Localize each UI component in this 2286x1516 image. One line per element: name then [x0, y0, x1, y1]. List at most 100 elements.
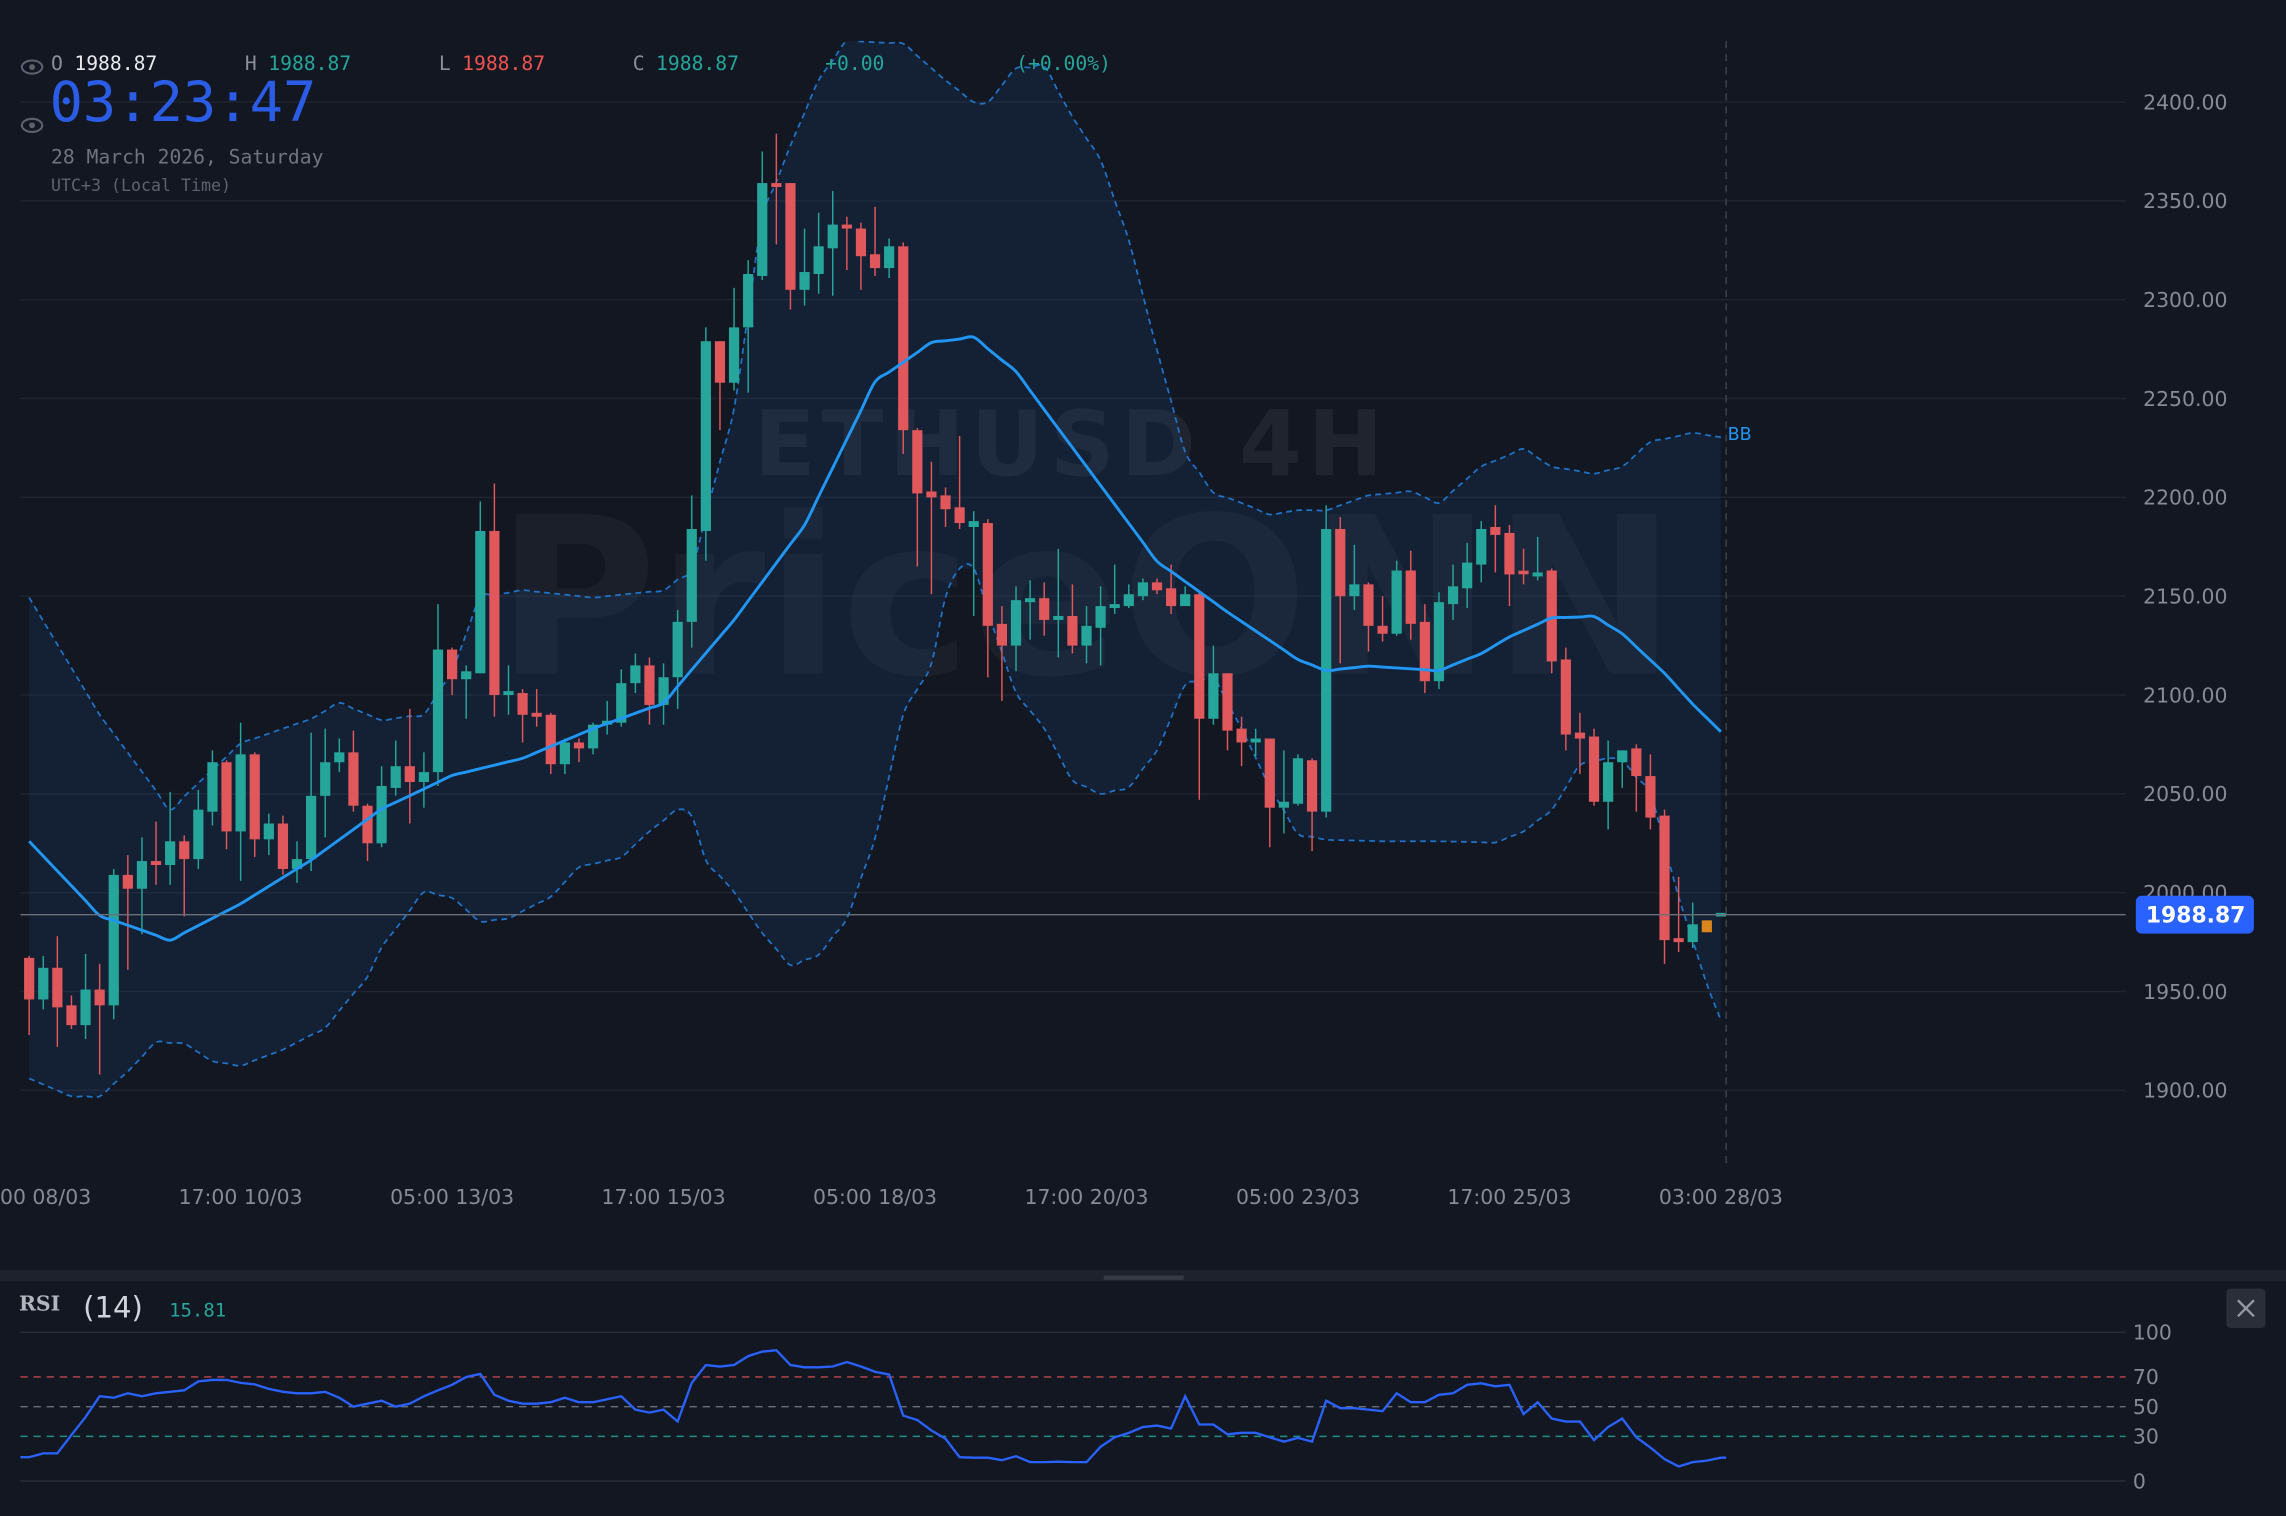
candle	[1264, 738, 1275, 848]
rsi-title: RSI	[19, 1291, 60, 1315]
candle	[52, 936, 63, 1047]
candle-body	[898, 246, 909, 431]
candle	[390, 740, 401, 796]
candle-body	[66, 1005, 77, 1026]
candle	[940, 487, 951, 528]
candle	[461, 665, 472, 719]
candle-body	[1081, 625, 1092, 646]
candle-body	[1377, 625, 1388, 634]
candle	[165, 791, 176, 885]
candle-body	[1180, 594, 1191, 607]
candle	[1518, 548, 1529, 585]
candle-body	[1687, 924, 1698, 943]
rsi-tick-label: 0	[2133, 1469, 2146, 1493]
candle	[799, 228, 810, 306]
price-tick-label: 2250.00	[2143, 387, 2227, 411]
ohlc-legend: O 1988.87 H 1988.87 L 1988.87 C 1988.87 …	[51, 52, 1111, 75]
candle	[1039, 582, 1050, 636]
time-axis[interactable]: 00 08/03 17:00 10/03 05:00 13/03 17:00 15/0…	[0, 1185, 1783, 1209]
candle-body	[1673, 938, 1684, 943]
candle-body	[1603, 762, 1614, 802]
rsi-tick-label: 30	[2133, 1425, 2159, 1449]
candle-body	[559, 742, 570, 765]
candle	[446, 647, 458, 696]
candle	[1603, 740, 1614, 830]
candle-body	[1631, 748, 1642, 777]
candle-body	[884, 246, 895, 269]
candle-body	[1165, 588, 1177, 607]
candle-body	[263, 823, 274, 840]
candle	[362, 803, 373, 862]
candle	[855, 222, 867, 290]
candle	[545, 712, 556, 775]
candle	[1391, 560, 1402, 636]
candle-body	[24, 957, 35, 1000]
rsi-tick-label: 100	[2133, 1321, 2172, 1345]
candle	[1588, 728, 1600, 806]
candle-body	[1363, 584, 1374, 626]
candle-body	[700, 341, 711, 531]
candle-body	[108, 874, 119, 1006]
candle-body	[1560, 659, 1571, 735]
pane-resize-handle[interactable]	[1103, 1275, 1184, 1280]
candle	[728, 287, 740, 391]
candle	[418, 752, 430, 808]
candle-body	[644, 665, 655, 705]
candle	[898, 242, 909, 454]
candle-body	[1419, 621, 1430, 682]
rsi-close-button[interactable]	[2226, 1288, 2266, 1328]
bb-label[interactable]: BB	[1728, 425, 1752, 445]
eye-icon[interactable]	[20, 59, 44, 75]
candle-body	[348, 752, 359, 806]
candle-body	[94, 989, 105, 1006]
rsi-levels	[20, 1331, 2126, 1482]
candle	[1095, 586, 1106, 666]
candle-body	[432, 649, 444, 773]
candle-body	[1109, 604, 1120, 609]
candle	[80, 953, 91, 1039]
candle-body	[926, 491, 937, 498]
candle-body	[1137, 582, 1149, 597]
price-tick-label: 2150.00	[2143, 584, 2227, 608]
candle-body	[982, 523, 993, 626]
eye-icon[interactable]	[20, 117, 44, 133]
candle-body	[1067, 615, 1078, 646]
candle	[1081, 606, 1092, 664]
rsi-tick-label: 70	[2133, 1365, 2159, 1389]
bollinger-upper-band	[28, 40, 1722, 811]
price-tick-label: 2100.00	[2143, 683, 2227, 707]
timezone-label: UTC+3 (Local Time)	[51, 176, 231, 195]
candle-body	[1222, 673, 1233, 731]
candle-body	[179, 841, 190, 860]
candle	[24, 955, 35, 1036]
price-tick-label: 2300.00	[2143, 288, 2227, 312]
current-price-badge-bg	[2135, 895, 2254, 934]
candle-body	[80, 989, 91, 1026]
time-tick-label: 00 08/03	[0, 1185, 91, 1209]
clock: 03:23:47	[50, 71, 317, 135]
candle-body	[277, 823, 289, 869]
candle	[1617, 750, 1628, 788]
candle	[1137, 578, 1149, 601]
candle-body	[306, 795, 317, 860]
pane-separator[interactable]	[0, 1269, 2286, 1282]
candle-body	[249, 754, 260, 840]
candle	[193, 789, 204, 869]
candle-body	[728, 327, 740, 383]
candle	[1462, 542, 1473, 609]
candle-body	[320, 762, 331, 796]
rsi-axis[interactable]: 100 70 50 30 0	[2133, 1321, 2172, 1494]
candle	[559, 738, 570, 775]
time-tick-label: 17:00 10/03	[179, 1185, 303, 1209]
change-percent: (+0.00%)	[1016, 52, 1111, 75]
time-tick-label: 05:00 18/03	[813, 1185, 937, 1209]
candle	[1659, 809, 1670, 964]
candle	[235, 722, 246, 881]
candle	[912, 428, 923, 567]
candle	[1560, 647, 1571, 751]
candle	[1631, 744, 1642, 812]
candle-body	[1151, 582, 1163, 591]
candle	[150, 821, 162, 885]
high-value: 1988.87	[268, 52, 351, 75]
candle-body	[757, 183, 768, 276]
